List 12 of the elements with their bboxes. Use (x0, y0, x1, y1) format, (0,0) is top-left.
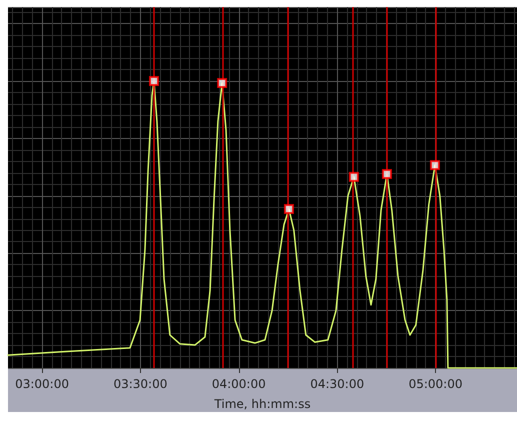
point (217, 78, 228, 88)
point (148, 76, 159, 86)
x-axis-title: Time, hh:mm:ss (213, 397, 311, 411)
point (348, 172, 359, 182)
x-tick-label: 04:30:00 (310, 377, 364, 391)
point (382, 169, 392, 180)
x-tick-label: 04:00:00 (212, 377, 266, 391)
point (430, 160, 440, 170)
point (284, 204, 294, 214)
x-tick-label: 05:00:00 (408, 377, 462, 391)
x-tick-label: 03:00:00 (15, 377, 69, 391)
x-tick-label: 03:30:00 (113, 377, 168, 391)
